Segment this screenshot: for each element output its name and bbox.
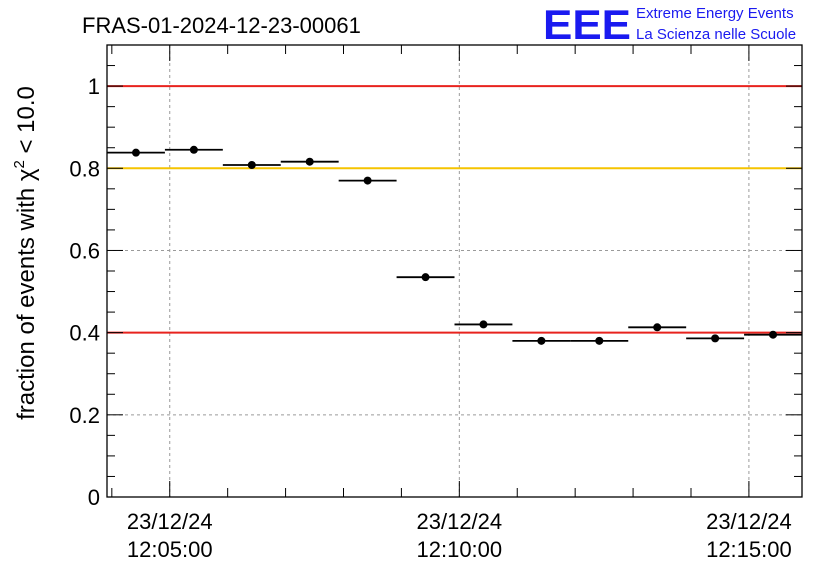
data-point [247,160,256,169]
grid [107,45,802,497]
data-point [421,273,430,282]
y-tick-labels: 0 0.2 0.4 0.6 0.8 1 [69,74,100,510]
plot-frame [106,44,803,498]
y-axis-label: fraction of events with χ2 < 10.0 [11,86,40,420]
y-tick-label: 0.8 [69,156,100,181]
data-point-group [338,176,397,185]
data-point-group [164,145,223,154]
x-tick-label-date: 23/12/24 [706,509,792,534]
data-points [107,145,802,345]
data-point [363,176,372,185]
data-point-group [107,148,165,157]
y-axis-label-pre: fraction of events with [13,181,40,420]
y-axis-label-chi: χ [13,168,40,181]
data-point-group [744,330,802,339]
y-tick-label: 0.6 [69,238,100,263]
reference-lines [107,85,802,334]
data-point-group [454,320,513,329]
data-point [305,157,314,166]
data-point [131,148,140,157]
y-tick-label: 0 [88,485,100,510]
data-point [711,334,720,343]
logo-line-1: Extreme Energy Events [636,5,794,22]
y-axis-label-post: < 10.0 [13,86,40,160]
y-tick-label: 0.4 [69,321,100,346]
x-tick-label-time: 12:05:00 [127,537,213,562]
x-tick-label-time: 12:15:00 [706,537,792,562]
data-point [189,145,198,154]
data-point-group [570,336,629,345]
chart-title: FRAS-01-2024-12-23-00061 [82,13,361,38]
x-tick-label-time: 12:10:00 [417,537,503,562]
data-point-group [280,157,339,166]
data-point-group [396,273,455,282]
x-tick-label-date: 23/12/24 [127,509,213,534]
y-tick-label: 1 [88,74,100,99]
data-point-group [512,336,571,345]
data-point-group [686,334,745,343]
data-point [653,323,662,332]
data-point-group [628,323,687,332]
logo-line-2: La Scienza nelle Scuole [636,26,796,43]
data-point [537,336,546,345]
data-point [479,320,488,329]
logo-mark: EEE [543,1,631,48]
data-point [595,336,604,345]
x-tick-labels: 23/12/24 12:05:00 23/12/24 12:10:00 23/12/24… [127,509,792,562]
y-axis-label-sup: 2 [11,160,28,168]
data-point-group [222,160,281,169]
data-point [769,330,778,339]
y-tick-label: 0.2 [69,403,100,428]
axes [106,44,803,498]
eee-logo: EEE Extreme Energy Events La Scienza nel… [543,1,796,48]
x-tick-label-date: 23/12/24 [417,509,503,534]
